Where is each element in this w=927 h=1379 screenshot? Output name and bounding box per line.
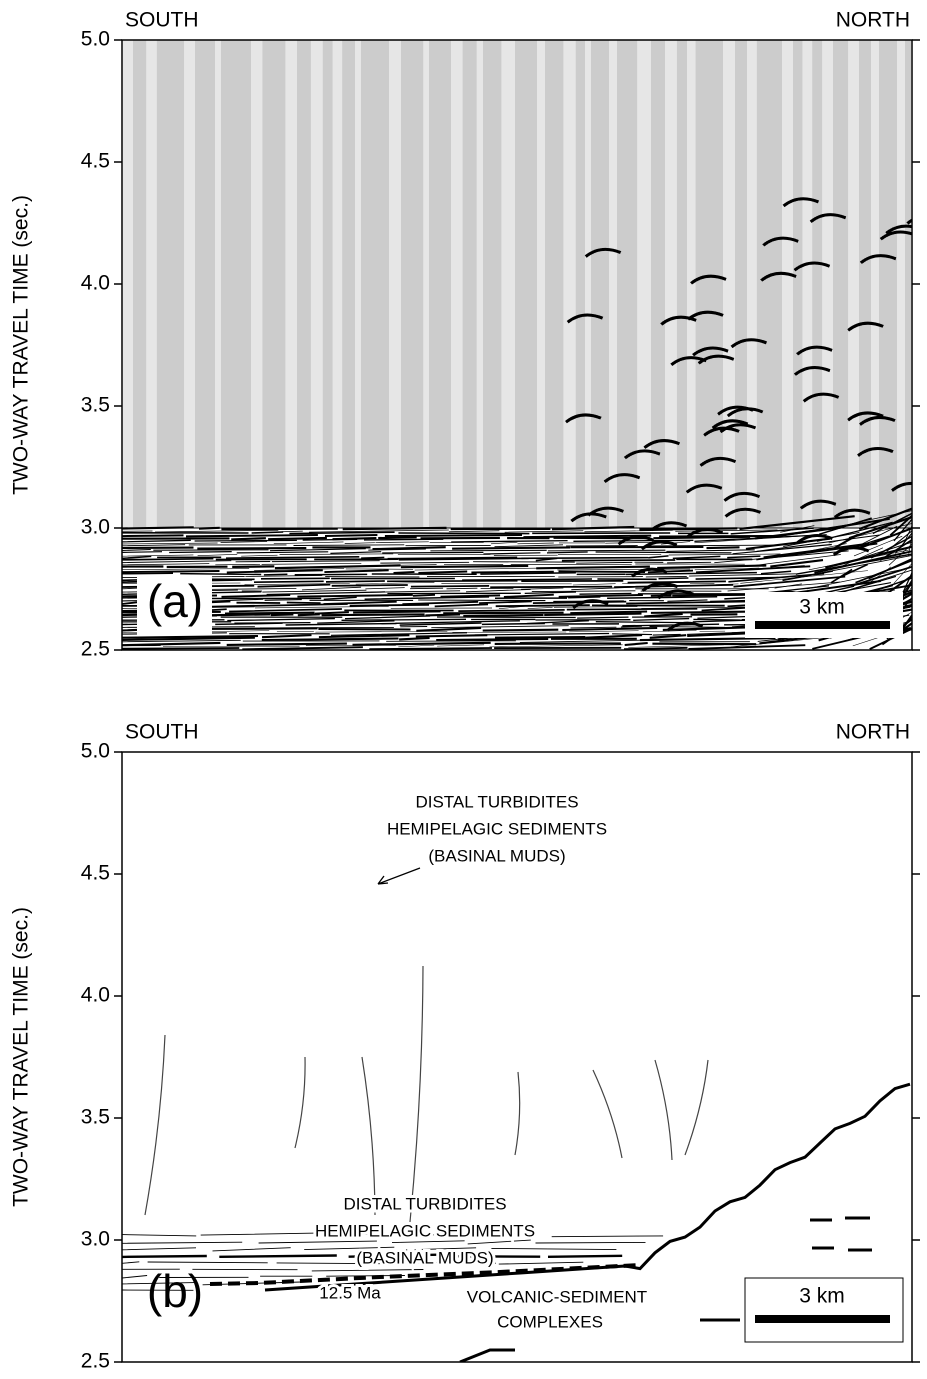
y-tick-label: 3.5 [81, 1106, 110, 1129]
reflector [122, 509, 912, 530]
stripe [747, 40, 756, 528]
fault [685, 1060, 708, 1155]
stripe [822, 40, 833, 528]
fault [362, 1057, 375, 1215]
stripe [251, 40, 262, 528]
annotation: 12.5 Ma [319, 1283, 381, 1302]
y-tick-label: 4.5 [81, 150, 110, 173]
y-tick-label: 4.0 [81, 272, 110, 295]
y-tick-label: 2.5 [81, 638, 110, 661]
stripe [146, 40, 156, 528]
section [122, 40, 927, 649]
annotation: HEMIPELAGIC SEDIMENTS [387, 819, 607, 838]
direction-label: SOUTH [125, 721, 199, 744]
annotation: (BASINAL MUDS) [356, 1248, 493, 1267]
scale-label: 3 km [799, 1285, 845, 1308]
fault [145, 1035, 165, 1215]
stripe [355, 40, 361, 528]
annotation: HEMIPELAGIC SEDIMENTS [315, 1221, 535, 1240]
stripe [451, 40, 462, 528]
fault [655, 1060, 672, 1160]
stripe [638, 40, 652, 528]
fault [295, 1057, 305, 1148]
panel-label: (a) [147, 575, 203, 627]
scale-bar [755, 1315, 890, 1323]
horizon-line [122, 1262, 583, 1264]
stripe [665, 40, 677, 528]
stripe [802, 40, 812, 528]
y-tick-label: 4.0 [81, 984, 110, 1007]
panel-label: (b) [147, 1265, 203, 1317]
fault [593, 1070, 622, 1158]
stripe [585, 40, 591, 528]
arrow [378, 868, 420, 884]
stripe [476, 40, 483, 528]
y-tick-label: 5.0 [81, 740, 110, 763]
scale-bar [755, 621, 890, 629]
stripe [502, 40, 515, 528]
stripe [424, 40, 429, 528]
y-tick-label: 2.5 [81, 1350, 110, 1373]
direction-label: NORTH [836, 721, 910, 744]
stripe [609, 40, 617, 528]
stripe [286, 40, 297, 528]
y-tick-label: 3.5 [81, 394, 110, 417]
fault [515, 1072, 520, 1155]
y-tick-label: 5.0 [81, 28, 110, 51]
panel-b: DISTAL TURBIDITES HEMIPELAGIC SEDIMENTS (B… [10, 721, 920, 1373]
y-tick-label: 3.0 [81, 1228, 110, 1251]
y-tick-label: 3.0 [81, 516, 110, 539]
stripe [782, 40, 793, 528]
stripe [871, 40, 879, 528]
stripe [389, 40, 402, 528]
horizon-line [122, 1240, 646, 1244]
scale-label: 3 km [799, 596, 845, 619]
horizon-12-5 [210, 1265, 640, 1284]
y-axis-label: TWO-WAY TRAVEL TIME (sec.) [10, 907, 33, 1207]
stripe [564, 40, 576, 528]
stripe [215, 40, 221, 528]
annotation: COMPLEXES [497, 1312, 603, 1331]
annotation: DISTAL TURBIDITES [415, 792, 578, 811]
stripe [537, 40, 545, 528]
y-tick-label: 4.5 [81, 862, 110, 885]
panel-a: 2.5 3.0 3.5 4.0 4.5 5.0 SOUTH NORTH TWO-WAY TRAV… [10, 9, 927, 661]
stripe [897, 40, 905, 528]
direction-label: SOUTH [125, 9, 199, 32]
annotation: VOLCANIC-SEDIMENT [467, 1287, 647, 1306]
stripe [184, 40, 195, 528]
direction-label: NORTH [836, 9, 910, 32]
y-axis-label: TWO-WAY TRAVEL TIME (sec.) [10, 195, 33, 495]
stripe [310, 40, 322, 528]
annotation: (BASINAL MUDS) [428, 846, 565, 865]
stripe [332, 40, 342, 528]
stripe [122, 40, 133, 528]
fault [410, 966, 423, 1222]
annotation: DISTAL TURBIDITES [343, 1194, 506, 1213]
stripe [723, 40, 735, 528]
